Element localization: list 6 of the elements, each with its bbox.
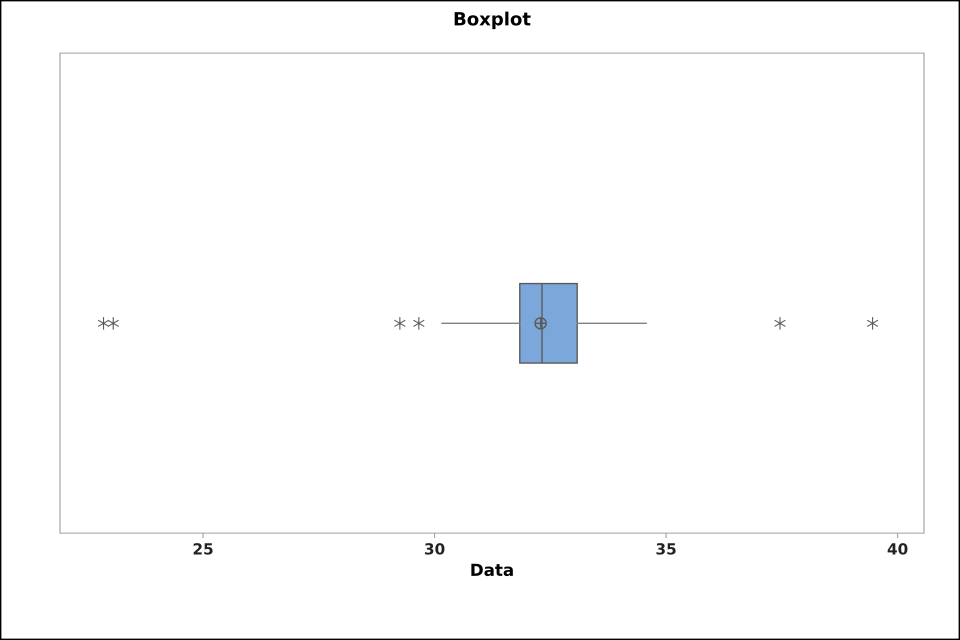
x-tick-label: 25 [194,543,213,555]
x-tick-label: 40 [888,543,908,555]
x-axis-title: Data [471,564,513,576]
chart-title: Boxplot [454,12,531,30]
x-tick-label: 35 [656,543,676,555]
x-tick-label: 30 [424,543,444,555]
